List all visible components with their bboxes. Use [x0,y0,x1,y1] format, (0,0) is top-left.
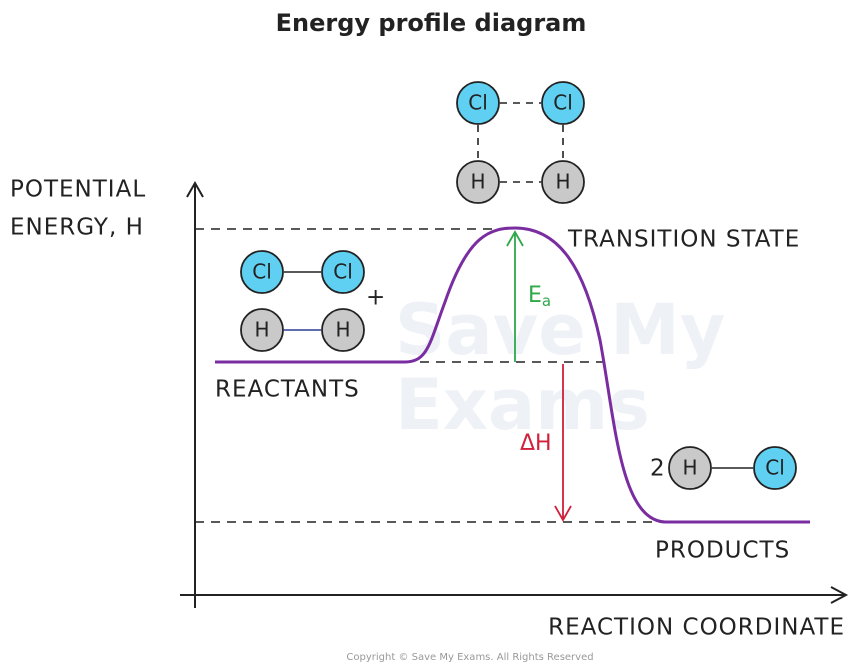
atom-label: H [470,170,485,194]
plus-sign: + [366,285,386,311]
axes [180,180,849,608]
atom-label: Cl [765,456,785,480]
y-axis [186,180,204,608]
atom [456,81,500,125]
atom-label: Cl [252,260,272,284]
atom [321,308,365,352]
copyright: Copyright © Save My Exams. All Rights Re… [346,652,593,663]
transition-label: TRANSITION STATE [567,227,800,253]
atom-label: H [335,318,350,342]
atom-label: H [682,456,697,480]
atom [240,308,284,352]
dh-arrow [554,364,572,522]
atoms: Cl Cl H H Cl Cl H H H Cl [240,81,797,490]
watermark-line: Save My [395,289,725,371]
y-axis-label: POTENTIAL [10,177,146,203]
y-axis-label: ENERGY, H [10,215,144,241]
watermark: Save My Exams [395,289,725,446]
coefficient: 2 [650,456,666,482]
atom [240,250,284,294]
atom-label: H [555,170,570,194]
energy-curve [215,226,810,524]
x-axis-label: REACTION COORDINATE [548,615,845,641]
title: Energy profile diagram [276,9,587,37]
ea-arrow [506,230,524,362]
atom [541,81,585,125]
atom [456,160,500,204]
products-label: PRODUCTS [655,538,790,564]
bonds [284,102,753,469]
atom [753,446,797,490]
guides [195,228,662,523]
atom [541,160,585,204]
atom-label: Cl [468,91,488,115]
ea-label: Ea [528,283,551,310]
atom [321,250,365,294]
atom-label: Cl [553,91,573,115]
dh-label: ΔH [520,431,552,456]
atom-label: H [254,318,269,342]
reactants-label: REACTANTS [215,377,360,403]
atom-label: Cl [333,260,353,284]
atom [668,446,712,490]
x-axis [180,586,849,604]
